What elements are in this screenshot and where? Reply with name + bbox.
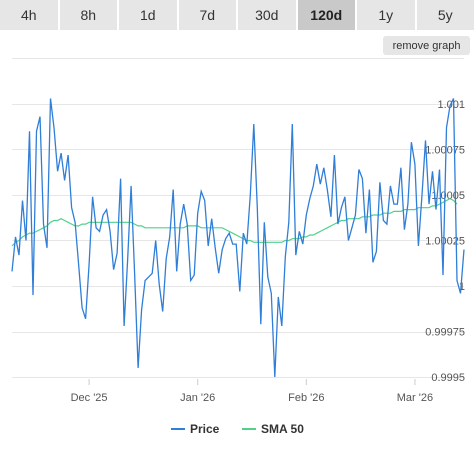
tab-1d[interactable]: 1d bbox=[119, 0, 179, 30]
tab-5y[interactable]: 5y bbox=[416, 0, 474, 30]
x-tick-label: Jan '26 bbox=[180, 392, 215, 404]
sma-50-series-line bbox=[11, 197, 458, 247]
x-tick-label: Dec '25 bbox=[71, 392, 108, 404]
legend-label[interactable]: Price bbox=[190, 422, 220, 436]
tab-120d[interactable]: 120d bbox=[297, 0, 357, 30]
x-axis-labels: Dec '25 Jan '26 Feb '26 Mar '26 bbox=[71, 379, 433, 404]
tab-30d[interactable]: 30d bbox=[238, 0, 298, 30]
legend-label[interactable]: SMA 50 bbox=[261, 422, 304, 436]
tab-1y[interactable]: 1y bbox=[357, 0, 417, 30]
price-series-line bbox=[11, 98, 465, 378]
gridlines bbox=[12, 58, 464, 378]
x-tick-label: Feb '26 bbox=[288, 392, 324, 404]
timeframe-tabs: 4h 8h 1d 7d 30d 120d 1y 5y bbox=[0, 0, 474, 30]
y-tick-label: 1 bbox=[459, 281, 465, 293]
y-tick-label: 0.99975 bbox=[425, 327, 465, 339]
tab-7d[interactable]: 7d bbox=[178, 0, 238, 30]
x-tick-label: Mar '26 bbox=[397, 392, 433, 404]
y-tick-label: 1.00025 bbox=[425, 236, 465, 248]
tab-4h[interactable]: 4h bbox=[0, 0, 60, 30]
y-tick-label: 1.00075 bbox=[425, 145, 465, 157]
y-tick-label: 1.001 bbox=[437, 99, 465, 111]
y-tick-label: 0.9995 bbox=[431, 372, 465, 384]
tab-8h[interactable]: 8h bbox=[59, 0, 119, 30]
legend: Price SMA 50 bbox=[171, 422, 304, 436]
remove-graph-button[interactable]: remove graph bbox=[383, 36, 470, 55]
